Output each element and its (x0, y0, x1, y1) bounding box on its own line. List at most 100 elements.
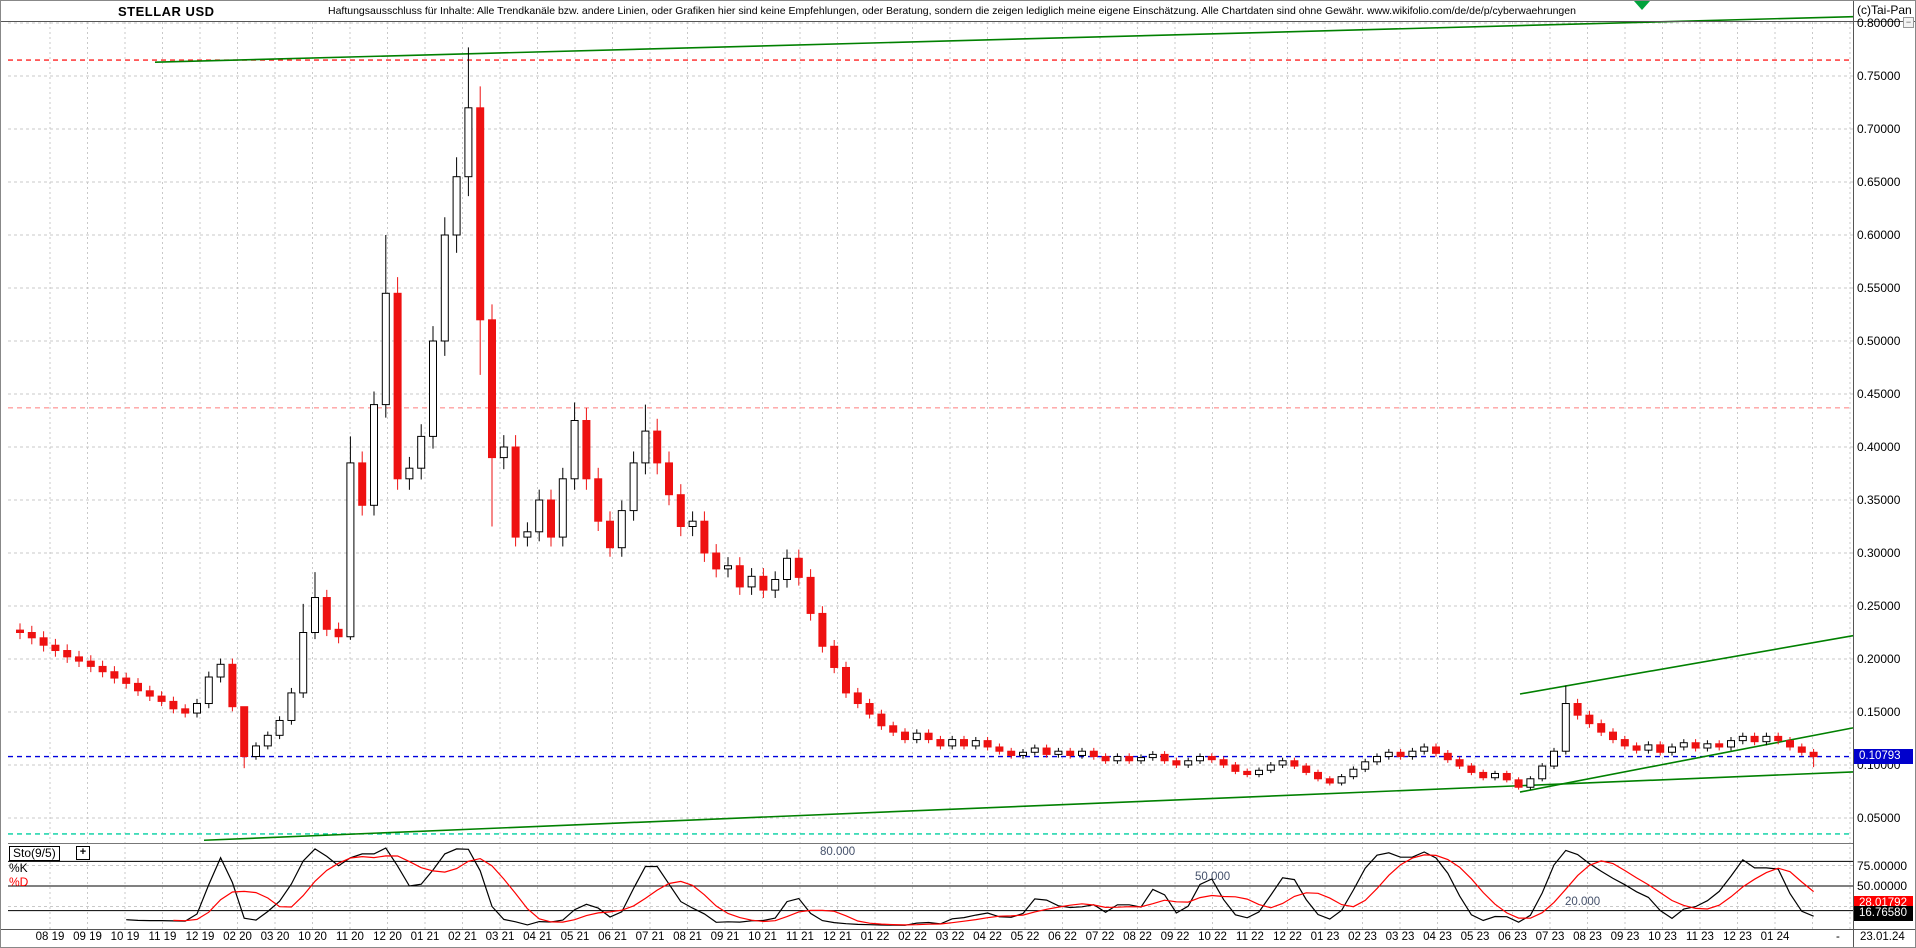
date-label: 05 22 (1010, 931, 1040, 943)
date-label: 10 20 (298, 931, 327, 943)
candle-up (771, 579, 780, 591)
candle-up (499, 446, 508, 459)
candle-down (794, 557, 803, 578)
indicator-add-icon[interactable]: + (76, 846, 90, 860)
price-tick: 0.50000 (1857, 334, 1901, 348)
candle-down (1691, 742, 1700, 749)
date-label: 02 22 (898, 931, 927, 943)
indicator-name-button[interactable]: Sto(9/5) (9, 846, 60, 861)
date-label: 08 21 (673, 931, 702, 943)
candle-up (1337, 776, 1346, 784)
candle-down (157, 695, 166, 702)
date-label: 06 23 (1498, 931, 1527, 943)
candle-down (1620, 739, 1629, 747)
collapse-icon[interactable]: − (1903, 17, 1914, 28)
candle-down (877, 713, 886, 727)
price-tick: 0.45000 (1857, 387, 1901, 401)
price-tick: 0.40000 (1857, 440, 1901, 454)
candle-down (27, 632, 36, 639)
candle-up (1030, 747, 1039, 753)
price-tick: 0.25000 (1857, 599, 1901, 613)
candle-down (865, 703, 874, 715)
candle-up (617, 510, 626, 549)
candle-up (1349, 768, 1358, 778)
candle-down (1809, 751, 1818, 758)
date-label: 03 20 (260, 931, 290, 943)
candle-down (842, 666, 850, 694)
candle-down (1750, 735, 1759, 743)
candle-up (287, 692, 296, 721)
date-label: 10 19 (110, 931, 140, 943)
candle-down (995, 746, 1004, 752)
candle-down (936, 739, 945, 747)
candle-down (169, 700, 178, 710)
date-label: 07 22 (1085, 931, 1115, 943)
date-label: 07 23 (1535, 931, 1565, 943)
candle-down (712, 552, 721, 570)
candle-down (1585, 714, 1594, 725)
candle-down (594, 478, 603, 522)
candle-up (381, 292, 390, 406)
candle-down (1479, 771, 1488, 779)
candle-up (370, 404, 378, 506)
candle-down (665, 462, 673, 496)
candle-down (1243, 770, 1252, 776)
candle-down (960, 739, 968, 747)
candle-up (346, 462, 355, 638)
date-label: 11 23 (1686, 931, 1714, 943)
candle-down (818, 612, 827, 647)
candle-up (688, 520, 697, 528)
candle-down (1502, 772, 1511, 781)
candle-up (1408, 750, 1417, 758)
candle-down (1455, 759, 1464, 767)
stoch-tick: 75.00000 (1857, 858, 1908, 873)
stoch-level-label: 50.000 (1195, 871, 1231, 883)
date-label: 12 19 (185, 931, 215, 943)
candle-up (724, 565, 732, 570)
candle-up (263, 734, 272, 747)
candle-up (523, 531, 532, 538)
candle-up (452, 176, 461, 236)
upper-trendline (154, 15, 1854, 64)
candle-down (889, 725, 898, 733)
candle-down (1089, 750, 1098, 758)
candle-down (1573, 703, 1582, 716)
date-label: 03 21 (485, 931, 515, 943)
candle-down (759, 575, 768, 591)
candle-down (1042, 747, 1051, 755)
candle-down (1219, 759, 1228, 766)
candle-up (1278, 760, 1287, 766)
stoch-tick: 50.00000 (1857, 879, 1908, 893)
candle-down (1443, 752, 1452, 761)
candle-down (924, 732, 933, 741)
date-label: 09 22 (1160, 931, 1190, 943)
candle-up (1679, 742, 1688, 748)
candle-down (1467, 765, 1476, 773)
date-label: 12 21 (823, 931, 852, 943)
candle-down (676, 494, 685, 528)
candle-down (1066, 750, 1075, 756)
percent-k-label: %K (9, 861, 28, 875)
candle-down (181, 708, 190, 714)
candle-down (86, 660, 95, 667)
date-label: 12 22 (1273, 931, 1302, 943)
candle-down (134, 682, 142, 692)
disclaimer-text: Haftungsausschluss für Inhalte: Alle Tre… (328, 5, 1576, 17)
candle-down (1302, 765, 1311, 773)
candle-up (1420, 746, 1429, 752)
candle-up (429, 340, 437, 437)
candle-down (1632, 745, 1641, 751)
candle-down (145, 690, 154, 697)
candle-up (1137, 757, 1145, 762)
candle-down (1774, 735, 1783, 742)
candle-up (1526, 778, 1535, 788)
date-label: 04 23 (1423, 931, 1452, 943)
candle-down (735, 565, 744, 588)
date-label: 08 23 (1573, 931, 1602, 943)
date-label: 09 23 (1610, 931, 1640, 943)
candle-down (1514, 779, 1523, 788)
candle-down (1396, 751, 1405, 758)
date-label: 08 19 (35, 931, 65, 943)
